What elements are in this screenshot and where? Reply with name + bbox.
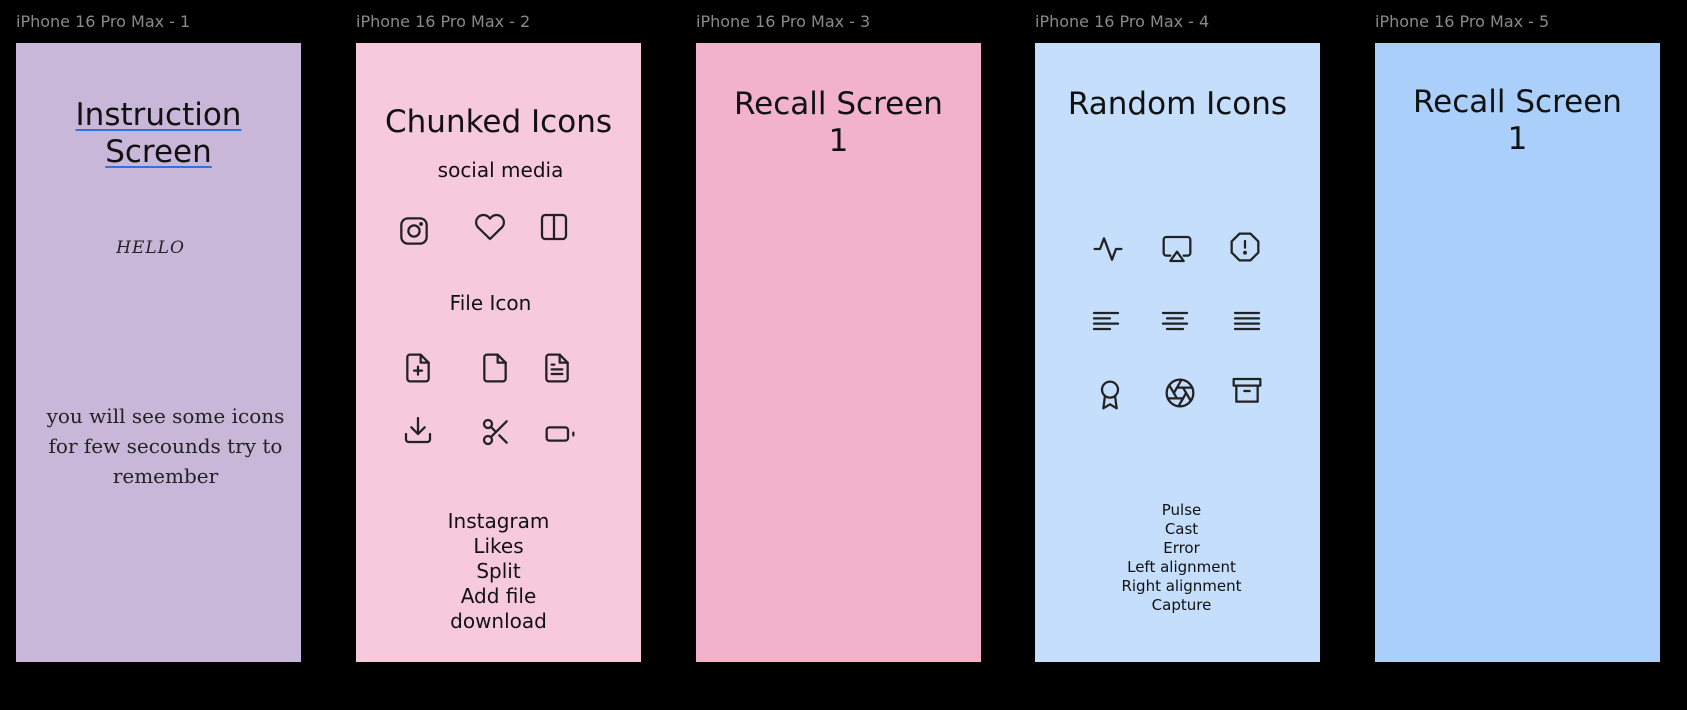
battery-icon: [544, 418, 576, 450]
archive-icon: [1231, 375, 1263, 407]
instruction-line-2: for few secounds try to: [48, 434, 283, 458]
hello-text: HELLO: [116, 238, 185, 258]
list-item: Capture: [1151, 596, 1212, 614]
cast-icon: [1161, 233, 1193, 265]
instruction-line-1: you will see some icons: [46, 404, 285, 428]
instruction-line-3: remember: [112, 464, 219, 488]
title-line-1: Recall Screen: [1413, 84, 1622, 120]
award-icon: [1094, 379, 1126, 411]
title-line-1: Recall Screen: [734, 86, 943, 122]
list-item: Likes: [473, 534, 524, 558]
scissors-icon: [480, 416, 512, 448]
frame-label-3[interactable]: iPhone 16 Pro Max - 3: [696, 12, 871, 31]
group-label-file-icon: File Icon: [449, 291, 532, 315]
frame-label-2[interactable]: iPhone 16 Pro Max - 2: [356, 12, 531, 31]
list-item: Cast: [1164, 520, 1199, 538]
error-octagon-icon: [1229, 231, 1261, 263]
title-line-2: 1: [1507, 121, 1528, 157]
file-icon: [479, 352, 511, 384]
list-item: Add file: [460, 584, 537, 608]
page-title: Recall Screen 1: [696, 86, 981, 160]
align-justify-icon: [1231, 305, 1263, 337]
frame-recall-screen-1b[interactable]: Recall Screen 1: [1375, 43, 1660, 662]
align-left-icon: [1090, 305, 1122, 337]
page-title: Chunked Icons: [385, 104, 612, 140]
download-icon: [402, 414, 434, 446]
title-line-1: Instruction: [75, 97, 242, 133]
list-item: Left alignment: [1127, 558, 1236, 576]
list-item: download: [450, 609, 547, 633]
list-item: Split: [476, 559, 521, 583]
list-item: Error: [1163, 539, 1200, 557]
aperture-icon: [1164, 377, 1196, 409]
page-title: Instruction Screen: [16, 97, 301, 171]
title-line-2: Screen: [105, 134, 212, 170]
icon-name-list: Pulse Cast Error Left alignment Right al…: [1039, 501, 1324, 615]
list-item: Pulse: [1161, 501, 1202, 519]
frame-chunked-icons[interactable]: Chunked Icons social media File Icon Ins…: [356, 43, 641, 662]
split-icon: [538, 211, 570, 243]
instagram-icon: [398, 215, 430, 247]
group-label-social-media: social media: [437, 158, 564, 182]
page-title: Recall Screen 1: [1375, 84, 1660, 158]
icon-name-list: Instagram Likes Split Add file download: [356, 509, 641, 634]
list-item: Instagram: [447, 509, 550, 533]
page-title: Random Icons: [1067, 86, 1288, 122]
frame-recall-screen-1[interactable]: Recall Screen 1: [696, 43, 981, 662]
instruction-text: you will see some icons for few secounds…: [23, 401, 308, 491]
file-plus-icon: [402, 352, 434, 384]
frame-random-icons[interactable]: Random Icons Pulse Cast Error Left align…: [1035, 43, 1320, 662]
frame-instruction-screen[interactable]: Instruction Screen HELLO you will see so…: [16, 43, 301, 662]
frame-label-1[interactable]: iPhone 16 Pro Max - 1: [16, 12, 191, 31]
align-center-icon: [1159, 305, 1191, 337]
list-item: Right alignment: [1121, 577, 1242, 595]
heart-icon: [474, 211, 506, 243]
pulse-icon: [1092, 233, 1124, 265]
frame-label-4[interactable]: iPhone 16 Pro Max - 4: [1035, 12, 1210, 31]
frame-label-5[interactable]: iPhone 16 Pro Max - 5: [1375, 12, 1550, 31]
title-line-2: 1: [828, 123, 849, 159]
file-text-icon: [541, 352, 573, 384]
